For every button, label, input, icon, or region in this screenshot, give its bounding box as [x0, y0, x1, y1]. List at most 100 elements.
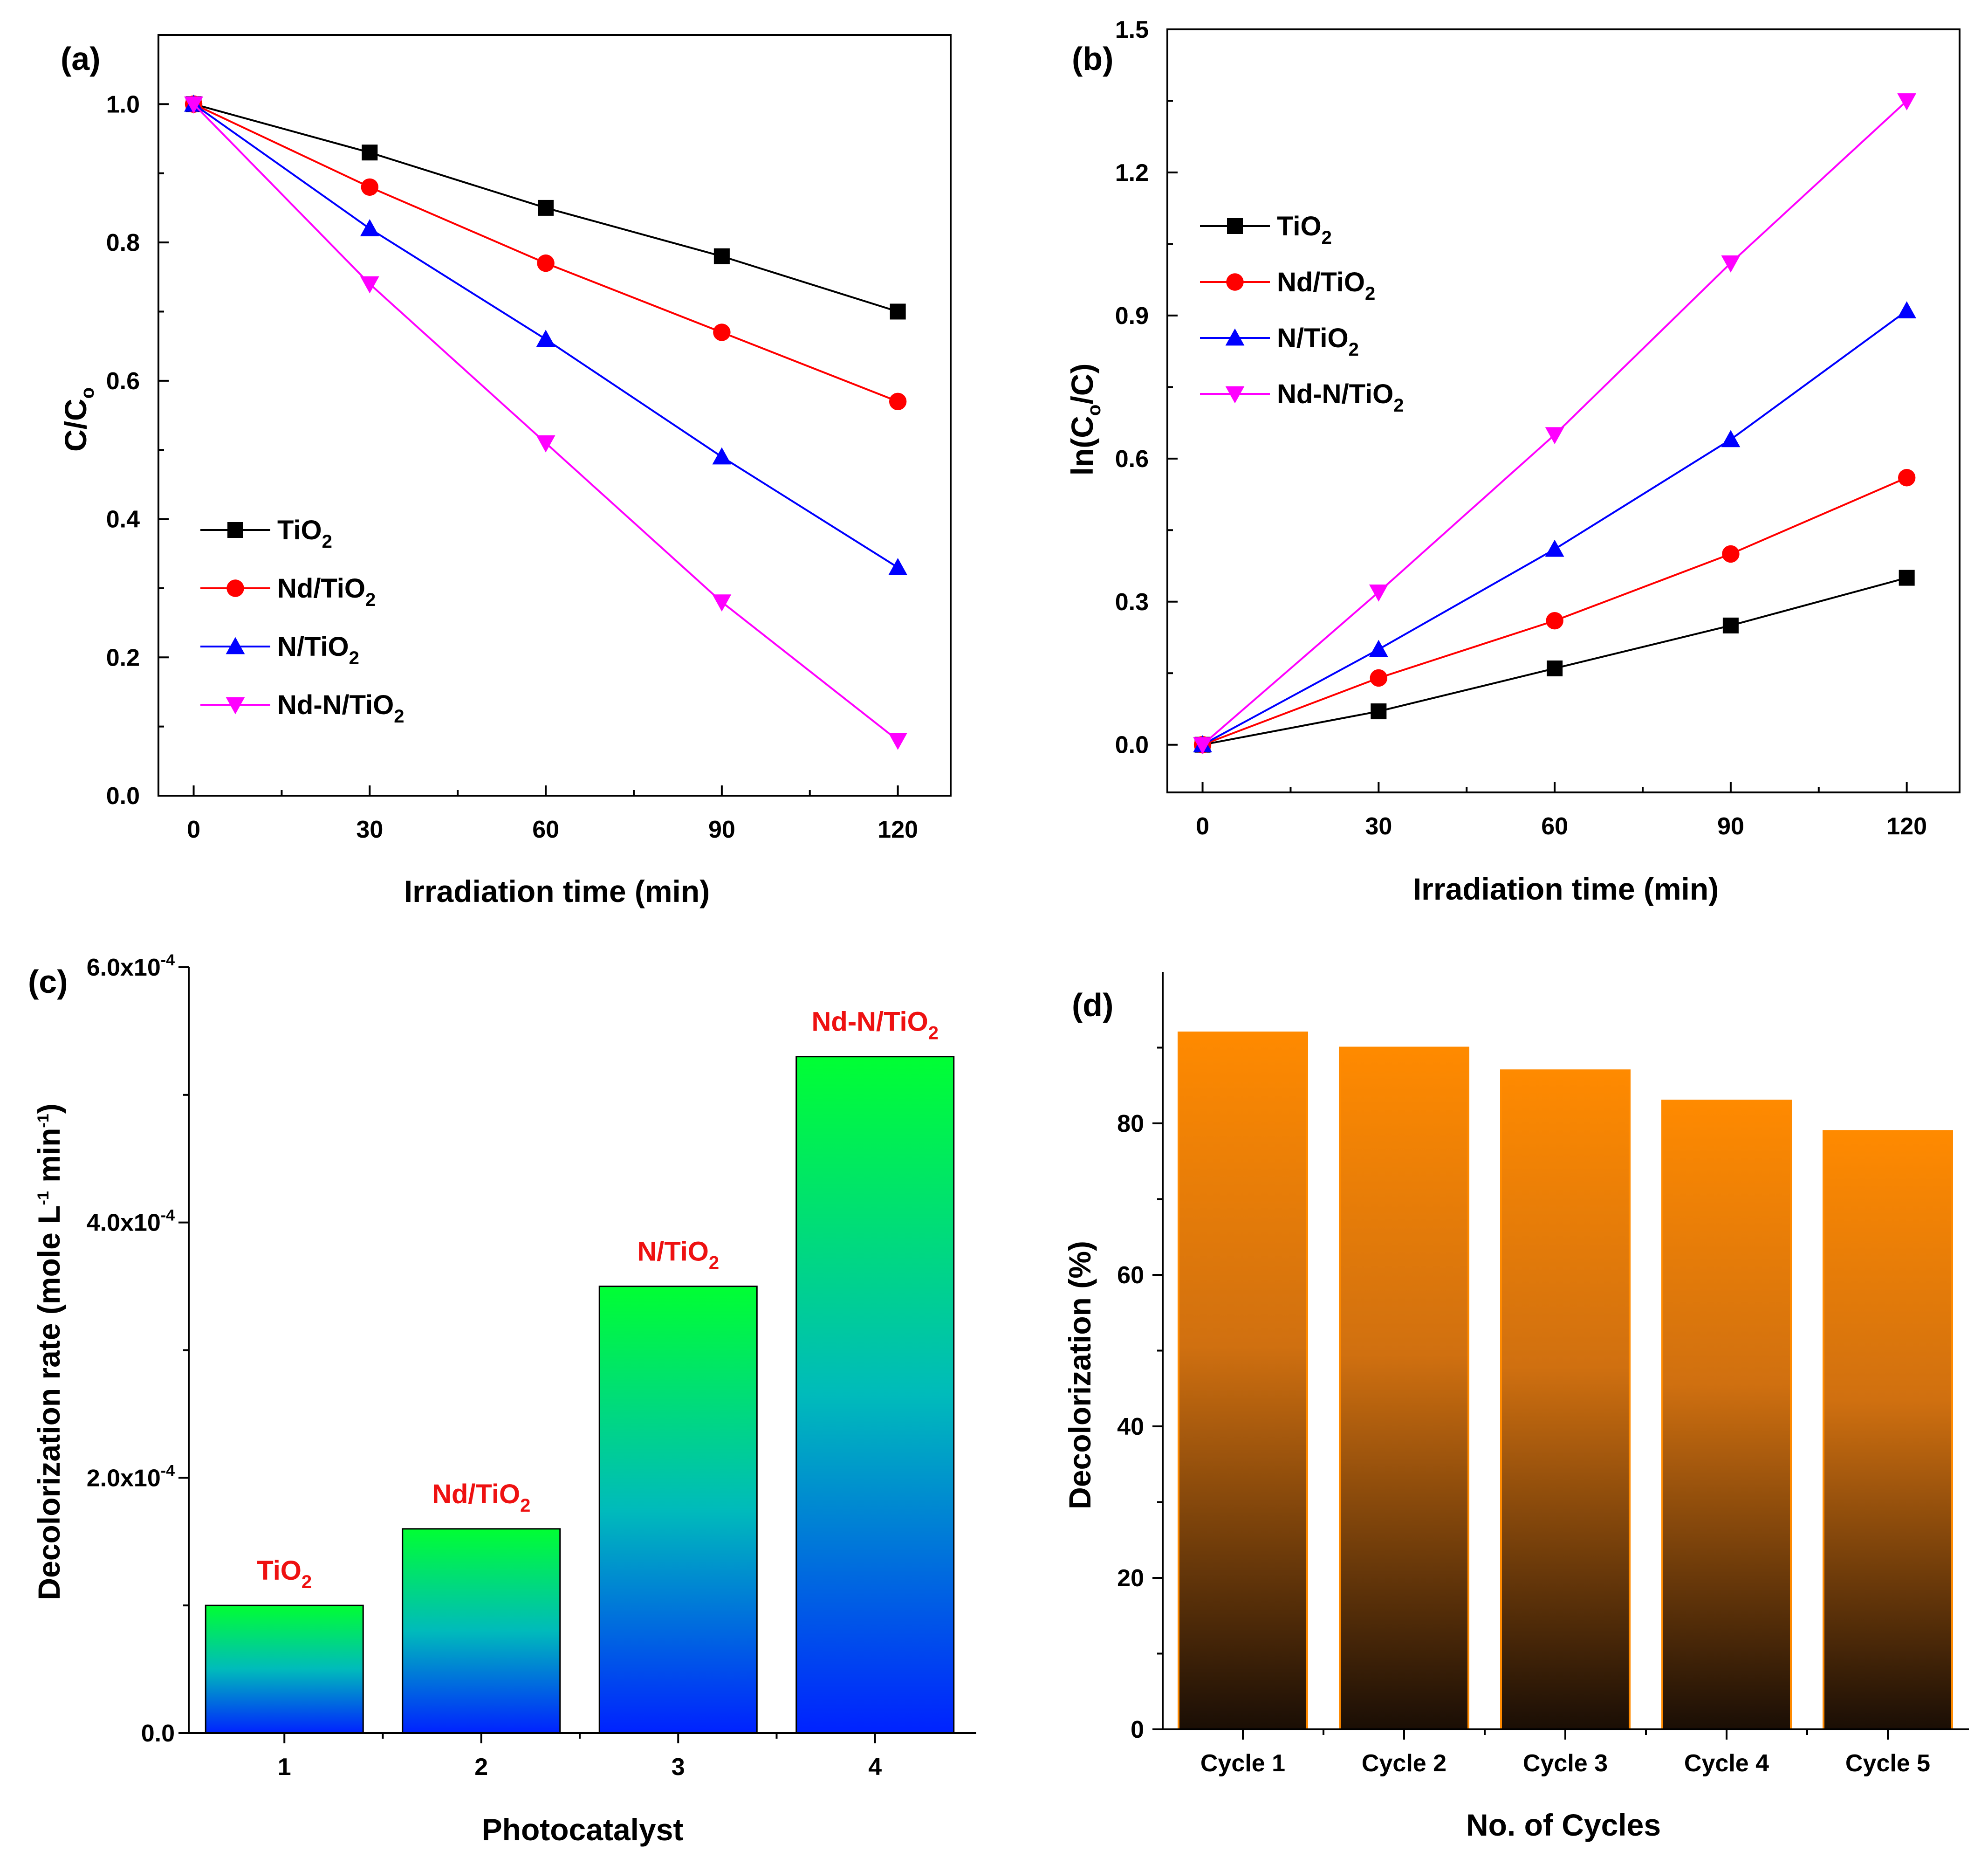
b-legend-label-sub: 2: [1365, 283, 1375, 304]
b-legend-label: Nd-N/TiO2: [1277, 379, 1404, 416]
panel-a-series: [184, 94, 908, 750]
panel-c-bar: [402, 1528, 561, 1734]
a-legend-label-sub: 2: [322, 531, 332, 552]
a-data-point: [889, 392, 907, 411]
b-legend-marker: [1225, 386, 1245, 404]
b-x-tick-label: 60: [1541, 813, 1568, 840]
panel-b-x-axis-title: Irradiation time (min): [1413, 872, 1719, 906]
b-y-tick-label: 1.2: [1115, 159, 1149, 186]
a-x-tick-label: 90: [708, 816, 735, 843]
b-x-tick-label: 30: [1365, 813, 1392, 840]
b-data-point: [1899, 570, 1915, 586]
b-legend-label-text: Nd-N/TiO: [1277, 379, 1393, 409]
panel-b-line-chart: (b) 0.00.30.60.91.21.5 0 30 60 90 120 TiO2Nd…: [1065, 16, 1961, 906]
panel-c-bar-label-text: N/TiO: [637, 1237, 709, 1267]
panel-b-x-ticks: 0 30 60 90 120: [1196, 782, 1927, 840]
panel-c-bar-label: TiO2: [257, 1555, 312, 1592]
a-legend-label-sub: 2: [365, 590, 376, 610]
panel-b-y-title-sub: o: [1084, 405, 1104, 416]
b-data-point: [1721, 255, 1741, 273]
panel-c-x-tick-label: 1: [278, 1754, 291, 1781]
a-legend-marker: [226, 697, 245, 715]
a-data-point: [536, 435, 555, 453]
panel-b-y-title-main: ln(C: [1065, 416, 1099, 475]
panel-d-label: (d): [1072, 987, 1113, 1023]
b-data-point: [1546, 612, 1563, 630]
panel-a-x-ticks: 0 30 60 90 120: [187, 785, 918, 843]
panel-c-bar: [598, 1286, 758, 1734]
panel-d-bar: [1178, 1032, 1308, 1730]
b-y-tick-label: 0.6: [1115, 446, 1149, 473]
panel-a-x-axis-title: Irradiation time (min): [404, 874, 710, 908]
a-data-point: [184, 96, 203, 114]
b-legend-label-text: Nd/TiO: [1277, 267, 1365, 297]
panel-c-bars: [205, 1056, 955, 1734]
b-data-point: [1898, 469, 1916, 487]
a-legend-label-text: N/TiO: [277, 632, 349, 662]
panel-c-y-tick-label: 4.0x10-4: [87, 1207, 175, 1237]
panel-a-label: (a): [61, 41, 101, 77]
panel-c-y-title-mid: min: [32, 1128, 66, 1191]
a-data-point: [712, 594, 732, 612]
a-legend-label: N/TiO2: [277, 632, 359, 668]
b-data-point: [1369, 640, 1388, 657]
b-y-tick-label: 0.0: [1115, 732, 1149, 759]
b-data-point: [1722, 617, 1739, 633]
a-data-point: [362, 145, 378, 161]
b-legend-label: Nd/TiO2: [1277, 267, 1375, 304]
b-y-tick-label: 0.3: [1115, 589, 1149, 616]
panel-c-y-tick-text: 0.0: [141, 1720, 175, 1747]
a-y-tick-label: 0.8: [106, 229, 140, 256]
a-data-point: [888, 558, 908, 575]
a-y-tick-label: 0.4: [106, 506, 140, 533]
b-data-point: [1722, 545, 1740, 563]
panel-c-y-tick-sup: -4: [161, 1207, 175, 1225]
a-legend-label: Nd/TiO2: [277, 573, 376, 610]
a-legend-label: TiO2: [277, 515, 332, 552]
b-data-point: [1545, 427, 1564, 445]
b-data-point: [1547, 660, 1563, 676]
panel-d-bar: [1661, 1100, 1792, 1730]
panel-c-bar: [205, 1604, 364, 1734]
panel-d-x-tick-label: Cycle 1: [1200, 1750, 1285, 1777]
a-data-point: [360, 276, 379, 294]
panel-c-y-tick-text: 6.0x10: [87, 954, 161, 981]
panel-c-bar-label-sub: 2: [709, 1253, 719, 1273]
panel-c-y-title-main: Decolorization rate (mole L: [32, 1205, 66, 1600]
panel-d-y-tick-label: 20: [1117, 1565, 1144, 1592]
panel-c-label: (c): [28, 963, 68, 1000]
b-legend-label: TiO2: [1277, 211, 1332, 248]
panel-d-bar: [1339, 1046, 1469, 1730]
panel-c-y-tick-label: 2.0x10-4: [87, 1462, 175, 1492]
panel-c-bar-label: Nd-N/TiO2: [812, 1007, 939, 1044]
panel-c-y-title-sup1: -1: [34, 1191, 52, 1205]
panel-b-y-axis-title: ln(Co/C): [1065, 364, 1104, 476]
b-legend-marker: [1226, 273, 1244, 291]
panel-d-y-ticks: 0 20 40 60 80: [1117, 1046, 1163, 1743]
a-data-point: [361, 178, 379, 196]
a-y-tick-label: 1.0: [106, 91, 140, 118]
a-legend-label: Nd-N/TiO2: [277, 690, 404, 727]
panel-c-x-tick-label: 4: [868, 1754, 882, 1781]
b-data-point: [1193, 737, 1212, 755]
a-data-point: [538, 200, 554, 216]
panel-b-y-ticks: 0.0 0.3 0.6 0.9 1.2 1.5: [1115, 16, 1178, 759]
b-y-tick-label: 0.9: [1115, 303, 1149, 330]
panel-d-y-axis-title: Decolorization (%): [1063, 1241, 1097, 1509]
panel-d-y-tick-label: 40: [1117, 1413, 1144, 1440]
panel-d-bar: [1823, 1130, 1953, 1730]
a-x-tick-label: 0: [187, 816, 200, 843]
b-legend-marker: [1225, 328, 1245, 346]
panel-c-y-title-sup2: -1: [34, 1114, 52, 1128]
panel-d-bar: [1500, 1069, 1631, 1730]
a-legend-label-sub: 2: [394, 706, 404, 727]
panel-c-y-ticks: 0.0 2.0x10-4 4.0x10-4 6.0x10 -4: [87, 951, 189, 1747]
panel-b-y-title-end: /C): [1065, 364, 1099, 405]
a-legend-label-text: Nd/TiO: [277, 573, 365, 604]
a-data-point: [888, 732, 908, 750]
a-data-point: [713, 323, 731, 341]
